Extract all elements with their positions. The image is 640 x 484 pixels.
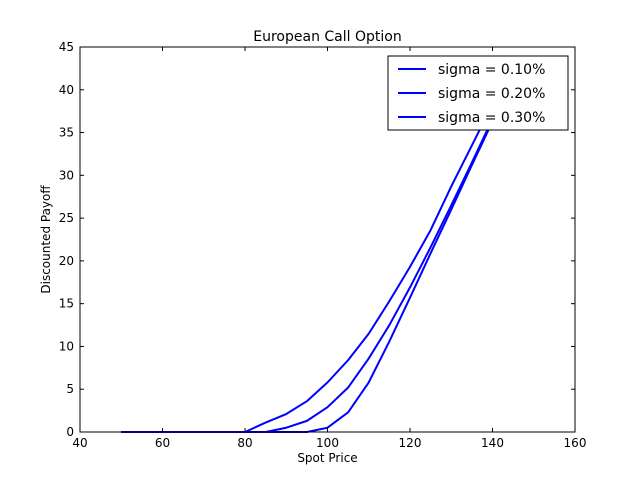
legend-label-3: sigma = 0.30% bbox=[438, 110, 545, 126]
y-tick-label: 20 bbox=[59, 254, 74, 268]
y-axis-label: Discounted Payoff bbox=[39, 185, 53, 294]
legend-label-2: sigma = 0.20% bbox=[438, 86, 545, 102]
chart-title: European Call Option bbox=[253, 29, 401, 45]
x-tick-label: 60 bbox=[155, 436, 170, 450]
y-tick-label: 0 bbox=[66, 425, 74, 439]
x-tick-label: 80 bbox=[237, 436, 252, 450]
y-tick-label: 35 bbox=[59, 126, 74, 140]
y-tick-label: 45 bbox=[59, 40, 74, 54]
y-tick-label: 40 bbox=[59, 83, 74, 97]
x-axis-label: Spot Price bbox=[297, 451, 357, 465]
x-tick-label: 140 bbox=[481, 436, 504, 450]
legend-items: sigma = 0.10% sigma = 0.20% sigma = 0.30% bbox=[398, 62, 545, 126]
legend: sigma = 0.10% sigma = 0.20% sigma = 0.30% bbox=[387, 55, 569, 131]
x-tick-label: 160 bbox=[564, 436, 587, 450]
y-tick-label: 25 bbox=[59, 211, 74, 225]
y-tick-label: 15 bbox=[59, 297, 74, 311]
x-tick-label: 40 bbox=[72, 436, 87, 450]
y-tick-label: 30 bbox=[59, 168, 74, 182]
y-tick-label: 10 bbox=[59, 339, 74, 353]
legend-label-1: sigma = 0.10% bbox=[438, 62, 545, 78]
y-tick-label: 5 bbox=[66, 382, 74, 396]
ticks-layer: 40 60 80 100 120 140 160 0 5 10 15 20 25 30 35 40 45 bbox=[59, 40, 587, 450]
x-tick-label: 120 bbox=[399, 436, 422, 450]
x-tick-label: 100 bbox=[316, 436, 339, 450]
